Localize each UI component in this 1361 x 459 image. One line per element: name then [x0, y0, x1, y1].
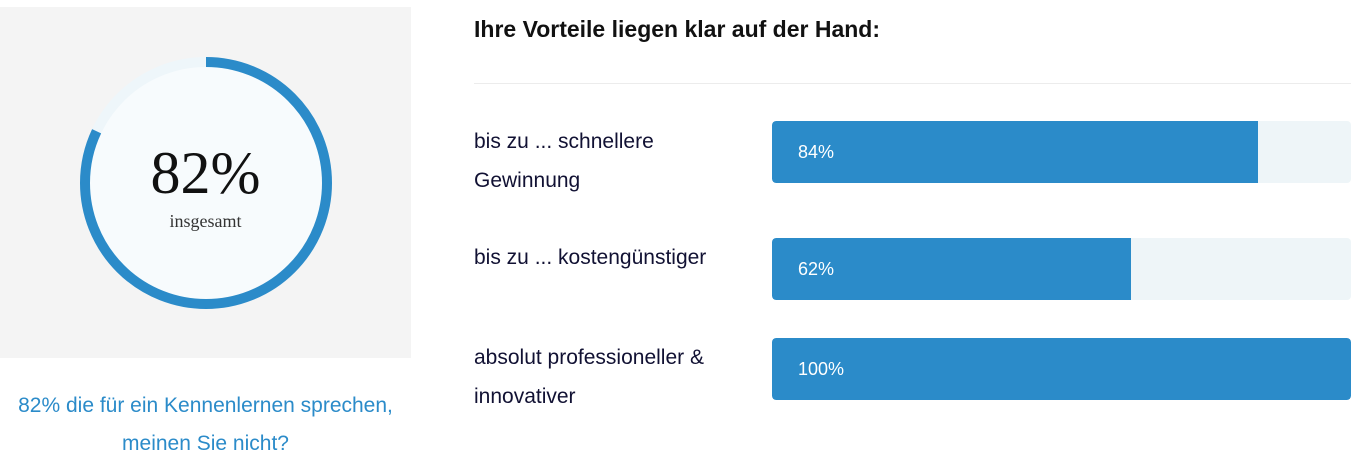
bar-fill-speed — [772, 121, 1259, 183]
bar-value-professional: 100% — [798, 359, 845, 379]
gauge-panel: 82% insgesamt — [0, 7, 411, 358]
gauge-caption: insgesamt — [169, 211, 242, 231]
gauge-progress-arc — [80, 57, 332, 309]
gauge-ring — [80, 57, 332, 309]
section-heading: Ihre Vorteile liegen klar auf der Hand: — [474, 16, 881, 42]
gauge-inner-fill — [85, 62, 327, 304]
bar-label-cost: bis zu ... kostengünstiger — [474, 246, 707, 269]
bar-track-cost: 62% — [772, 238, 1351, 300]
gauge-note: 82% die für ein Kennenlernen sprechen, m… — [18, 394, 393, 455]
divider — [474, 83, 1351, 84]
bar-track-professional: 100% — [772, 338, 1351, 400]
bar-fill-cost — [772, 238, 1131, 300]
bar-value-speed: 84% — [798, 142, 835, 162]
gauge-value: 82% — [150, 140, 261, 206]
bar-track-speed: 84% — [772, 121, 1351, 183]
bar-value-cost: 62% — [798, 259, 835, 279]
bar-fill-professional — [772, 338, 1351, 400]
bar-label-professional: absolut professioneller & innovativer — [474, 346, 704, 408]
bar-label-speed: bis zu ... schnellere Gewinnung — [474, 130, 654, 192]
